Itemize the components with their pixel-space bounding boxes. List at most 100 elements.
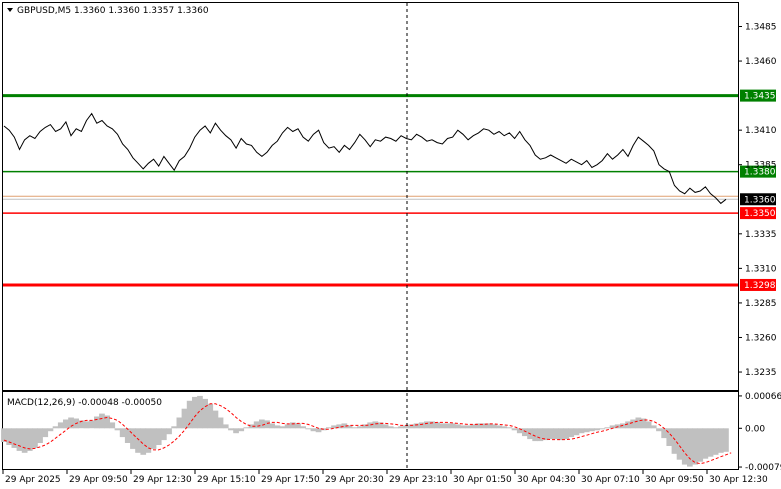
macd-histogram-bar xyxy=(238,428,245,432)
macd-histogram-bar xyxy=(233,428,239,434)
current-price-label: 1.3360 xyxy=(744,195,776,205)
macd-histogram-bar xyxy=(150,428,157,449)
macd-histogram-bar xyxy=(26,428,33,451)
price-pane[interactable] xyxy=(3,94,738,287)
macd-histogram-bar xyxy=(331,425,337,429)
macd-histogram-bar xyxy=(47,428,54,432)
macd-histogram-bar xyxy=(553,428,559,440)
macd-histogram-bar xyxy=(681,428,688,465)
macd-histogram-bar xyxy=(11,428,18,448)
y-tick-label: 1.3335 xyxy=(745,230,777,240)
macd-histogram-bar xyxy=(114,428,121,431)
macd-histogram-bar xyxy=(475,423,482,429)
macd-histogram-bar xyxy=(197,395,203,429)
y-tick-label: 1.3460 xyxy=(745,57,777,67)
level-price-tag xyxy=(740,207,776,220)
level-price-label: 1.3350 xyxy=(744,209,776,219)
macd-info-title: MACD(12,26,9) -0.00048 -0.00050 xyxy=(7,398,162,408)
macd-histogram-bar xyxy=(398,426,404,429)
macd-histogram-bar xyxy=(718,428,724,453)
macd-histogram-bar xyxy=(480,423,487,429)
macd-y-tick-label: 0.00 xyxy=(745,424,765,434)
macd-histogram-bar xyxy=(676,428,683,460)
macd-histogram-bar xyxy=(202,398,208,429)
macd-histogram-bar xyxy=(326,427,332,429)
x-tick-label: 29 Apr 09:50 xyxy=(69,475,128,485)
x-tick-label: 29 Apr 23:10 xyxy=(389,475,448,485)
macd-histogram-bar xyxy=(604,427,611,429)
macd-histogram-bar xyxy=(166,428,172,435)
macd-signal-line xyxy=(3,403,732,465)
macd-histogram-bar xyxy=(650,425,657,429)
macd-histogram-bar xyxy=(171,426,177,429)
symbol-info-title: GBPUSD,M5 1.3360 1.3360 1.3357 1.3360 xyxy=(17,6,209,16)
macd-histogram-bar xyxy=(434,422,440,429)
macd-histogram-bar xyxy=(465,425,471,429)
level-price-label: 1.3435 xyxy=(744,92,776,102)
x-tick-label: 29 Apr 17:50 xyxy=(261,475,320,485)
macd-histogram-bar xyxy=(88,420,95,429)
macd-histogram-bar xyxy=(145,428,152,453)
macd-histogram-bar xyxy=(568,428,575,438)
y-tick-label: 1.3485 xyxy=(745,22,777,32)
macd-histogram-bar xyxy=(94,416,100,429)
macd-histogram-bar xyxy=(181,408,188,429)
macd-histogram-bar xyxy=(444,423,451,429)
x-tick-label: 29 Apr 15:10 xyxy=(197,475,256,485)
macd-histogram-bar xyxy=(511,428,518,431)
macd-histogram-bar xyxy=(269,423,275,429)
macd-histogram-bar xyxy=(42,428,49,438)
macd-histogram-bar xyxy=(661,428,667,439)
macd-histogram-bar xyxy=(501,426,508,429)
macd-histogram-bar xyxy=(666,428,673,446)
macd-histogram-bar xyxy=(68,417,74,429)
macd-histogram-bar xyxy=(207,403,214,429)
macd-histogram-bar xyxy=(578,428,585,434)
macd-histogram-bar xyxy=(599,428,606,430)
chart-menu-triangle-icon[interactable] xyxy=(7,8,13,12)
macd-histogram-bar xyxy=(609,425,616,429)
macd-histogram-bar xyxy=(547,428,554,440)
current-price-tag xyxy=(740,193,776,206)
macd-histogram-bar xyxy=(6,428,12,445)
x-tick-label: 30 Apr 04:30 xyxy=(517,475,576,485)
macd-histogram-bar xyxy=(1,428,7,442)
x-tick-label: 29 Apr 20:30 xyxy=(325,475,384,485)
macd-histogram-bar xyxy=(264,420,270,429)
macd-histogram-bar xyxy=(460,425,466,429)
macd-histogram-bar xyxy=(99,413,105,429)
x-tick-label: 30 Apr 07:10 xyxy=(581,475,640,485)
macd-histogram-bar xyxy=(522,428,528,437)
macd-histogram-bar xyxy=(697,428,704,462)
macd-histogram-bar xyxy=(723,428,729,452)
macd-histogram-bar xyxy=(341,423,348,429)
macd-histogram-bar xyxy=(625,421,631,429)
macd-histogram-bar xyxy=(687,428,693,467)
macd-histogram-bar xyxy=(295,423,301,429)
macd-histogram-bar xyxy=(109,422,116,429)
macd-histogram-bar xyxy=(336,424,343,429)
macd-histogram-bar xyxy=(37,428,43,443)
x-tick-label: 30 Apr 12:30 xyxy=(709,475,768,485)
macd-pane[interactable] xyxy=(1,395,732,467)
macd-histogram-bar xyxy=(712,428,719,455)
macd-histogram-bar xyxy=(63,419,69,429)
macd-histogram-bar xyxy=(310,428,317,432)
macd-histogram-bar xyxy=(439,423,446,429)
macd-histogram-bar xyxy=(212,410,219,429)
macd-histogram-bar xyxy=(387,426,394,429)
price-series-line[interactable] xyxy=(3,112,727,205)
macd-histogram-bar xyxy=(372,421,379,429)
macd-histogram-bar xyxy=(367,422,373,429)
macd-histogram-bar xyxy=(542,428,549,441)
macd-histogram-bar xyxy=(418,422,425,429)
macd-histogram-bar xyxy=(248,424,255,429)
x-tick-label: 29 Apr 2025 xyxy=(5,475,61,485)
level-price-tag xyxy=(740,278,776,291)
macd-histogram-bar xyxy=(315,428,322,433)
macd-histogram-bar xyxy=(351,427,358,429)
level-price-tag xyxy=(740,165,776,178)
macd-histogram-bar xyxy=(506,427,513,429)
